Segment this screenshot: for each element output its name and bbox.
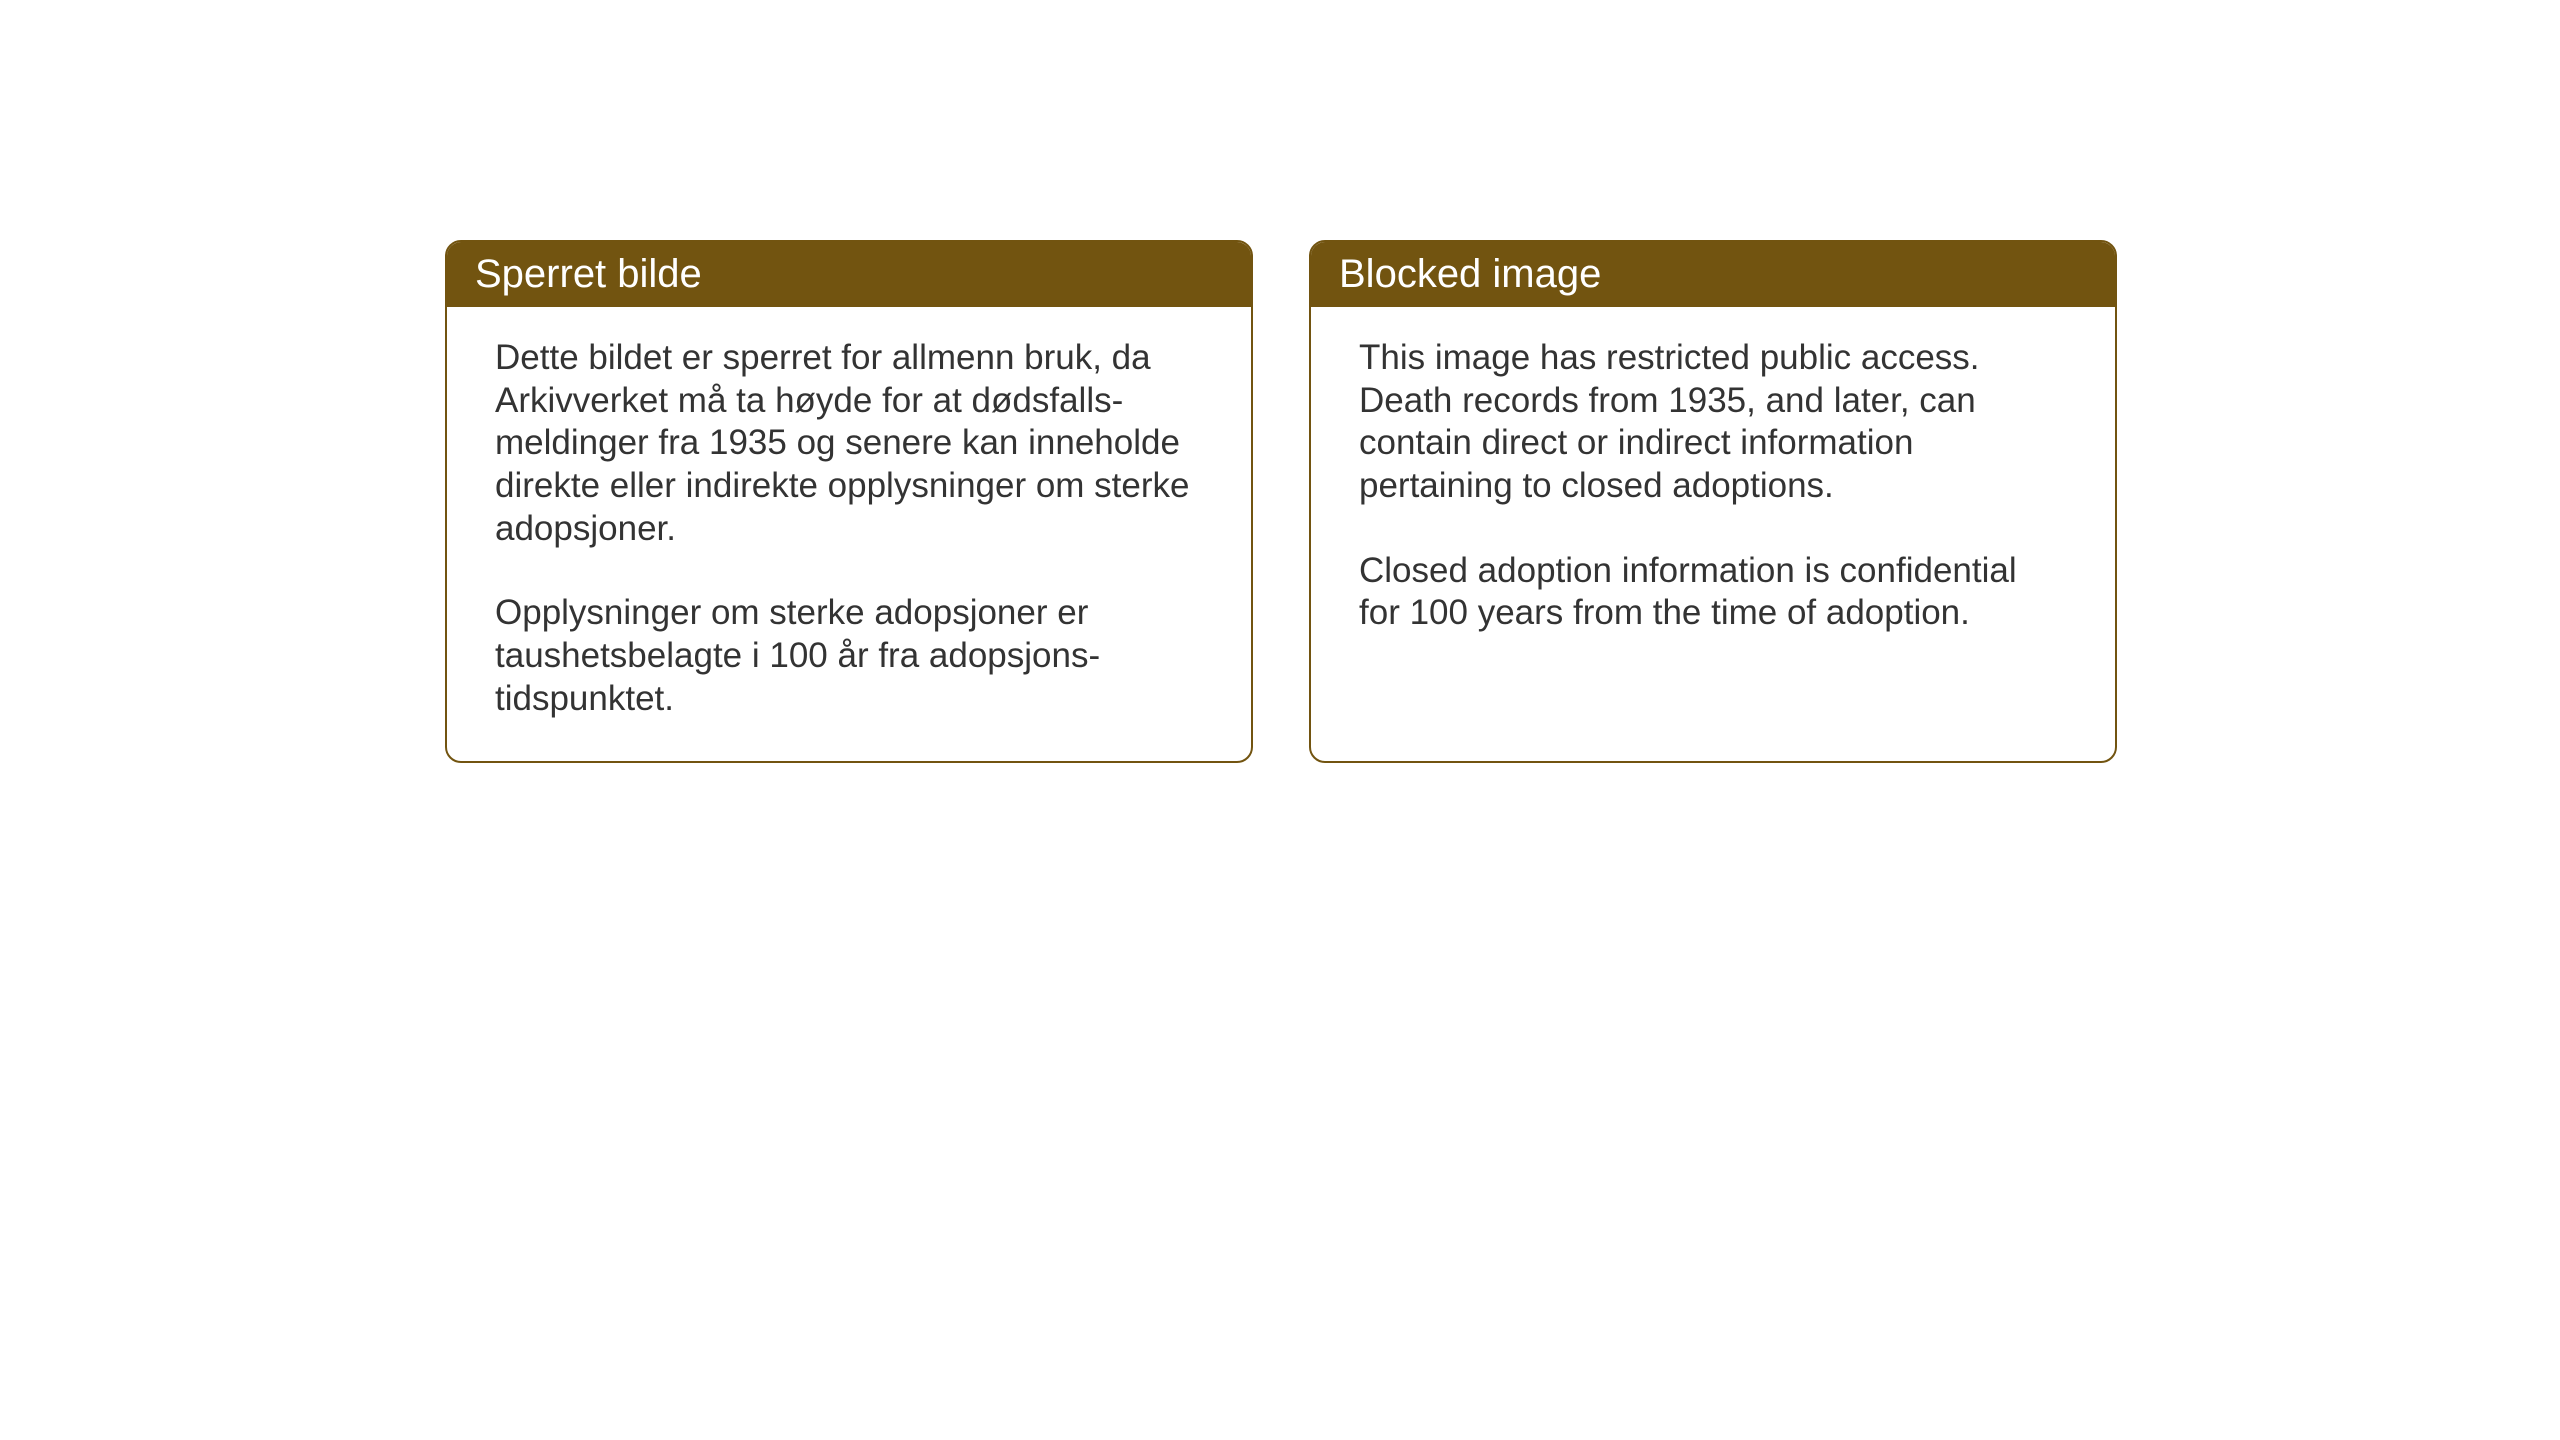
notice-paragraph: Opplysninger om sterke adopsjoner er tau…	[495, 592, 1203, 720]
notice-body-norwegian: Dette bildet er sperret for allmenn bruk…	[447, 307, 1251, 761]
notice-body-english: This image has restricted public access.…	[1311, 307, 2115, 737]
notice-container: Sperret bilde Dette bildet er sperret fo…	[445, 240, 2117, 763]
notice-paragraph: Dette bildet er sperret for allmenn bruk…	[495, 337, 1203, 550]
notice-header-norwegian: Sperret bilde	[447, 242, 1251, 307]
notice-paragraph: Closed adoption information is confident…	[1359, 550, 2067, 635]
notice-box-norwegian: Sperret bilde Dette bildet er sperret fo…	[445, 240, 1253, 763]
notice-box-english: Blocked image This image has restricted …	[1309, 240, 2117, 763]
notice-header-english: Blocked image	[1311, 242, 2115, 307]
notice-paragraph: This image has restricted public access.…	[1359, 337, 2067, 508]
